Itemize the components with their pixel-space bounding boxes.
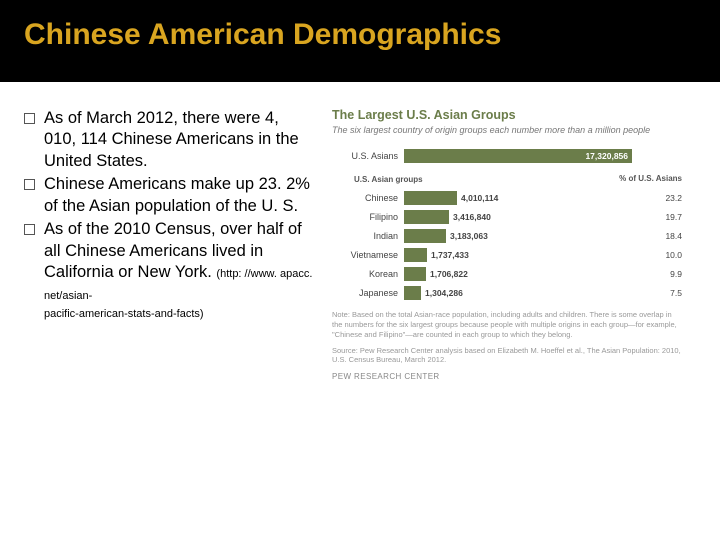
title-bar: Chinese American Demographics [0, 0, 720, 82]
bar-label: Chinese [332, 193, 404, 203]
bar-label: Vietnamese [332, 250, 404, 260]
bar-fill [404, 286, 421, 300]
bar-value: 1,706,822 [430, 269, 468, 279]
bar-fill [404, 210, 449, 224]
bar-fill [404, 229, 446, 243]
bullet-icon [24, 179, 35, 190]
bar-row: Japanese 1,304,286 7.5 [332, 285, 682, 300]
bar-row: Korean 1,706,822 9.9 [332, 266, 682, 281]
left-column: As of March 2012, there were 4, 010, 114… [24, 108, 314, 381]
column-headers: U.S. Asian groups % of U.S. Asians [332, 175, 682, 184]
bar-label: Korean [332, 269, 404, 279]
header-right: % of U.S. Asians [619, 175, 682, 184]
bar-value: 17,320,856 [585, 151, 628, 161]
bullet-text: As of March 2012, there were 4, 010, 114… [44, 108, 314, 172]
bar-row: Chinese 4,010,114 23.2 [332, 190, 682, 205]
bars-container: Chinese 4,010,114 23.2 Filipino 3,416,840 19.… [332, 190, 682, 300]
chart-title: The Largest U.S. Asian Groups [332, 108, 682, 122]
bar-label: Filipino [332, 212, 404, 222]
slide-title: Chinese American Demographics [24, 18, 696, 52]
bullet-text: Chinese Americans make up 23. 2% of the … [44, 174, 314, 217]
bar-row: Filipino 3,416,840 19.7 [332, 209, 682, 224]
total-bar-row: U.S. Asians 17,320,856 [332, 148, 682, 163]
bar-percent: 18.4 [659, 231, 682, 241]
bullet-text: As of the 2010 Census, over half of all … [44, 219, 314, 305]
list-item: As of March 2012, there were 4, 010, 114… [24, 108, 314, 172]
bar-fill [404, 191, 457, 205]
header-left: U.S. Asian groups [354, 175, 423, 184]
bar-label: Indian [332, 231, 404, 241]
chart-box: The Largest U.S. Asian Groups The six la… [332, 108, 682, 381]
chart-note: Note: Based on the total Asian-race popu… [332, 310, 682, 339]
content-area: As of March 2012, there were 4, 010, 114… [0, 82, 720, 381]
bar-percent: 9.9 [664, 269, 682, 279]
bar-value: 3,183,063 [450, 231, 488, 241]
right-column: The Largest U.S. Asian Groups The six la… [332, 108, 700, 381]
bar-fill [404, 267, 426, 281]
chart-subtitle: The six largest country of origin groups… [332, 125, 682, 136]
bar-percent: 7.5 [664, 288, 682, 298]
bar-value: 4,010,114 [461, 193, 498, 203]
bar-label: U.S. Asians [332, 151, 404, 161]
bar-fill: 17,320,856 [404, 149, 632, 163]
bar-percent: 10.0 [659, 250, 682, 260]
chart-source: Source: Pew Research Center analysis bas… [332, 346, 682, 366]
bar-value: 1,304,286 [425, 288, 463, 298]
bar-percent: 23.2 [659, 193, 682, 203]
bar-percent: 19.7 [659, 212, 682, 222]
source-line2: pacific-american-stats-and-facts) [44, 307, 314, 321]
bar-row: Vietnamese 1,737,433 10.0 [332, 247, 682, 262]
bar-value: 1,737,433 [431, 250, 469, 260]
bar-value: 3,416,840 [453, 212, 491, 222]
bar-row: Indian 3,183,063 18.4 [332, 228, 682, 243]
list-item: Chinese Americans make up 23. 2% of the … [24, 174, 314, 217]
bar-fill [404, 248, 427, 262]
chart-org: PEW RESEARCH CENTER [332, 372, 682, 381]
bar-label: Japanese [332, 288, 404, 298]
list-item: As of the 2010 Census, over half of all … [24, 219, 314, 305]
bullet-list: As of March 2012, there were 4, 010, 114… [24, 108, 314, 305]
bullet-icon [24, 113, 35, 124]
bullet-icon [24, 224, 35, 235]
